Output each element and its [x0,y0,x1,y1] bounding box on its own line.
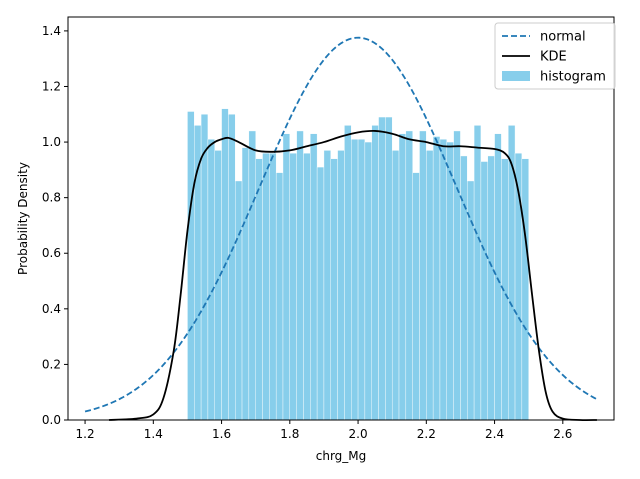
histogram-bar [296,130,304,421]
histogram-bar [248,130,256,421]
y-axis-label: Probability Density [16,162,30,275]
histogram-bar [187,111,195,421]
x-tick-label: 2.6 [553,427,572,441]
histogram-bar [351,139,359,421]
histogram-bar [398,133,407,421]
histogram-bar [473,125,482,421]
histogram-bar [391,150,400,421]
y-tick-label: 0.6 [42,246,61,260]
histogram-bar [337,150,345,421]
histogram-bar [282,133,291,421]
histogram-bar [412,172,420,421]
histogram-bar [371,125,379,421]
histogram-bar [426,150,434,421]
histogram-bar [214,150,222,421]
histogram-bar [494,133,502,421]
histogram-bar [310,133,318,421]
histogram-bar [439,139,447,421]
x-tick-label: 1.2 [76,427,95,441]
x-axis: 1.2 1.4 1.6 1.8 2.0 2.2 2.4 2.6 [76,420,572,441]
x-tick-label: 1.6 [212,427,231,441]
legend-histogram-label: histogram [540,70,606,85]
histogram-bar [344,125,352,421]
histogram-bars [187,108,529,421]
y-tick-label: 1.4 [42,24,61,38]
histogram-bar [419,130,427,421]
legend: normal KDE histogram [494,22,616,90]
histogram-bar [289,152,297,421]
histogram-bar [207,139,215,421]
legend-kde-label: KDE [540,50,567,65]
histogram-bar [228,114,236,421]
histogram-bar [453,130,461,421]
histogram-bar [241,147,250,421]
histogram-bar [467,180,475,421]
y-tick-label: 0.8 [42,191,61,205]
y-axis: 0.0 0.2 0.4 0.6 0.8 1.0 1.2 1.4 [42,24,68,427]
histogram-bar [235,180,243,421]
histogram-bar [480,161,488,421]
kde-curve [108,130,597,422]
x-axis-label: chrg_Mg [316,449,367,463]
histogram-bar [255,158,263,421]
normal-curve [84,36,598,413]
legend-histogram-swatch [502,71,530,81]
histogram-bar [446,141,454,421]
histogram-bar [323,150,331,421]
histogram-bar [460,155,468,421]
histogram-bar [262,152,270,421]
y-tick-label: 1.2 [42,79,61,93]
histogram-bar [385,116,393,421]
histogram-bar [269,152,277,421]
histogram-bar [521,158,529,421]
x-tick-label: 2.4 [485,427,504,441]
legend-normal-label: normal [540,30,586,45]
histogram-bar [405,130,413,421]
y-tick-label: 1.0 [42,135,61,149]
histogram-bar [487,155,495,421]
y-tick-label: 0.0 [42,413,61,427]
histogram-bar [316,166,325,421]
histogram-bar [364,141,372,421]
y-tick-label: 0.2 [42,357,61,371]
histogram-bar [357,139,366,421]
x-tick-label: 2.0 [349,427,368,441]
histogram-bar [303,152,311,421]
y-tick-label: 0.4 [42,302,61,316]
histogram-bar [200,114,209,421]
x-tick-label: 1.4 [144,427,163,441]
histogram-bar [330,158,338,421]
x-tick-label: 1.8 [280,427,299,441]
x-tick-label: 2.2 [417,427,436,441]
plot-frame [67,16,615,421]
histogram-bar [432,136,441,421]
histogram-bar [275,172,284,421]
histogram-bar [378,116,386,421]
